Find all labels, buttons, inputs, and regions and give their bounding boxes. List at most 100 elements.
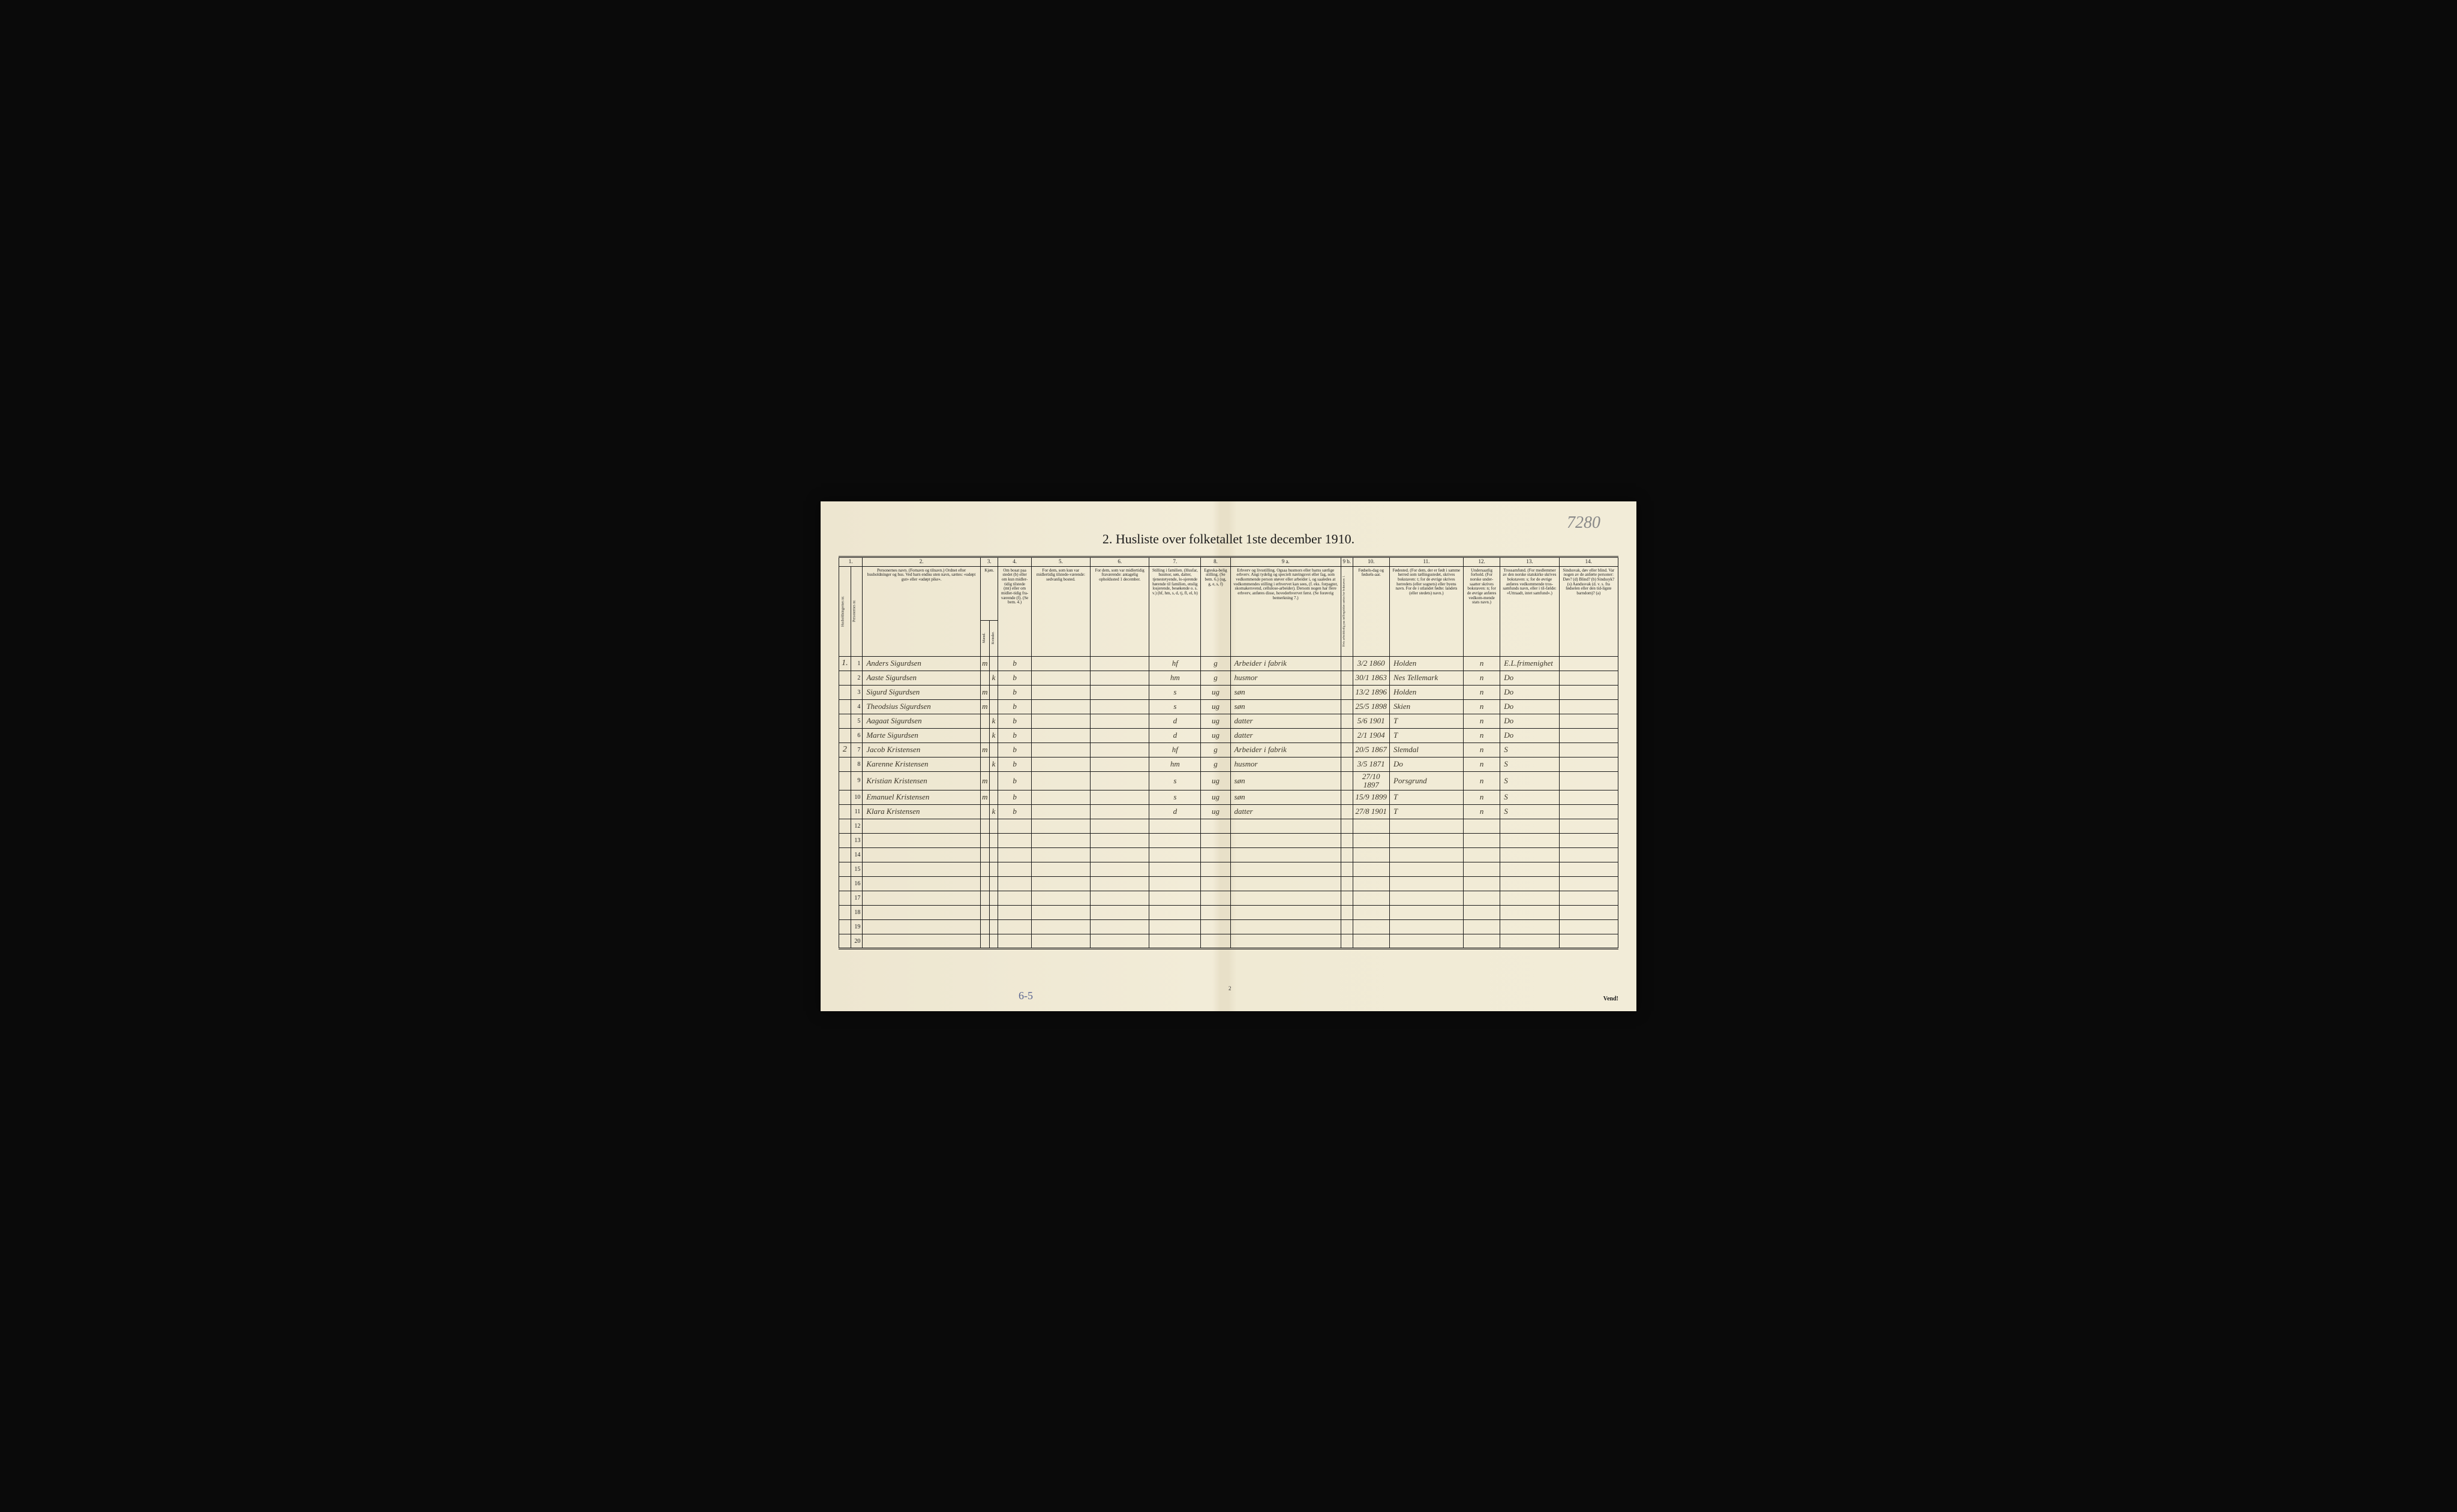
cell-person-no: 8 xyxy=(851,757,863,771)
cell-occupation: søn xyxy=(1230,699,1341,714)
cell-occupation: husmor xyxy=(1230,757,1341,771)
cell-status xyxy=(998,834,1031,848)
cell-marital xyxy=(1201,934,1230,949)
cell-birthplace xyxy=(1389,920,1463,934)
cell-nationality: n xyxy=(1463,656,1500,671)
cell-marital: ug xyxy=(1201,728,1230,743)
cell-nationality xyxy=(1463,877,1500,891)
hdr-religion: Trossamfund. (For medlemmer av den norsk… xyxy=(1500,566,1559,656)
colnum-1: 1. xyxy=(839,557,863,566)
hdr-occupation: Erhverv og livsstilling. Ogsaa husmors e… xyxy=(1230,566,1341,656)
cell-birthdate xyxy=(1353,834,1389,848)
cell-household-no xyxy=(839,757,851,771)
cell-household-no xyxy=(839,699,851,714)
cell-status xyxy=(998,848,1031,862)
cell-household-no: 2 xyxy=(839,743,851,757)
cell-birthdate xyxy=(1353,891,1389,906)
hdr-usual-residence: For dem, som kun var midlertidig tilsted… xyxy=(1031,566,1090,656)
cell-marital xyxy=(1201,891,1230,906)
cell-whereabouts xyxy=(1091,771,1149,790)
cell-sex-k: k xyxy=(989,728,998,743)
cell-name: Theodsius Sigurdsen xyxy=(863,699,981,714)
cell-religion xyxy=(1500,877,1559,891)
cell-name xyxy=(863,848,981,862)
cell-person-no: 12 xyxy=(851,819,863,834)
cell-sex-k xyxy=(989,862,998,877)
colnum-11: 11. xyxy=(1389,557,1463,566)
cell-usual-residence xyxy=(1031,790,1090,805)
colnum-6: 6. xyxy=(1091,557,1149,566)
cell-marital xyxy=(1201,834,1230,848)
cell-sex-k: k xyxy=(989,671,998,685)
cell-person-no: 16 xyxy=(851,877,863,891)
cell-sex-k xyxy=(989,834,998,848)
cell-birthplace xyxy=(1389,834,1463,848)
cell-status: b xyxy=(998,685,1031,699)
cell-nationality: n xyxy=(1463,685,1500,699)
cell-religion: Do xyxy=(1500,714,1559,728)
cell-birthplace: Slemdal xyxy=(1389,743,1463,757)
cell-unemployed xyxy=(1341,685,1353,699)
hdr-sex: Kjøn. xyxy=(980,566,998,620)
cell-birthplace xyxy=(1389,877,1463,891)
cell-occupation: søn xyxy=(1230,771,1341,790)
cell-name xyxy=(863,891,981,906)
colnum-14: 14. xyxy=(1559,557,1618,566)
cell-usual-residence xyxy=(1031,934,1090,949)
hdr-birthplace: Fødested. (For dem, der er født i samme … xyxy=(1389,566,1463,656)
cell-sex-m xyxy=(980,757,989,771)
colnum-2: 2. xyxy=(863,557,981,566)
cell-unemployed xyxy=(1341,891,1353,906)
cell-usual-residence xyxy=(1031,743,1090,757)
cell-family-position: s xyxy=(1149,771,1201,790)
cell-unemployed xyxy=(1341,934,1353,949)
colnum-4: 4. xyxy=(998,557,1031,566)
cell-whereabouts xyxy=(1091,743,1149,757)
cell-household-no xyxy=(839,906,851,920)
colnum-5: 5. xyxy=(1031,557,1090,566)
cell-sex-m xyxy=(980,819,989,834)
cell-whereabouts xyxy=(1091,862,1149,877)
cell-nationality xyxy=(1463,862,1500,877)
cell-person-no: 20 xyxy=(851,934,863,949)
cell-usual-residence xyxy=(1031,848,1090,862)
cell-person-no: 5 xyxy=(851,714,863,728)
cell-birthdate xyxy=(1353,877,1389,891)
cell-whereabouts xyxy=(1091,920,1149,934)
cell-occupation xyxy=(1230,877,1341,891)
cell-religion xyxy=(1500,906,1559,920)
colnum-7: 7. xyxy=(1149,557,1201,566)
cell-whereabouts xyxy=(1091,671,1149,685)
cell-disability xyxy=(1559,934,1618,949)
cell-person-no: 3 xyxy=(851,685,863,699)
cell-whereabouts xyxy=(1091,834,1149,848)
cell-marital: g xyxy=(1201,757,1230,771)
cell-nationality: n xyxy=(1463,805,1500,819)
cell-name xyxy=(863,934,981,949)
table-row: 4Theodsius Sigurdsenmbsugsøn25/5 1898Ski… xyxy=(839,699,1618,714)
cell-religion: S xyxy=(1500,771,1559,790)
cell-nationality xyxy=(1463,819,1500,834)
cell-birthplace: T xyxy=(1389,714,1463,728)
table-row: 19 xyxy=(839,920,1618,934)
cell-status: b xyxy=(998,805,1031,819)
cell-family-position: s xyxy=(1149,685,1201,699)
hdr-unemployed: Hvis arbeidsledig paa tællingstiden sætt… xyxy=(1341,566,1353,656)
cell-family-position xyxy=(1149,834,1201,848)
cell-nationality: n xyxy=(1463,757,1500,771)
cell-occupation xyxy=(1230,862,1341,877)
table-row: 20 xyxy=(839,934,1618,949)
cell-sex-k: k xyxy=(989,805,998,819)
cell-whereabouts xyxy=(1091,819,1149,834)
cell-occupation: datter xyxy=(1230,714,1341,728)
cell-name: Marte Sigurdsen xyxy=(863,728,981,743)
cell-whereabouts xyxy=(1091,699,1149,714)
cell-religion: Do xyxy=(1500,728,1559,743)
cell-occupation: søn xyxy=(1230,790,1341,805)
cell-sex-m xyxy=(980,934,989,949)
cell-disability xyxy=(1559,685,1618,699)
cell-status xyxy=(998,906,1031,920)
cell-birthplace: T xyxy=(1389,790,1463,805)
cell-sex-k xyxy=(989,743,998,757)
cell-birthplace: Holden xyxy=(1389,656,1463,671)
